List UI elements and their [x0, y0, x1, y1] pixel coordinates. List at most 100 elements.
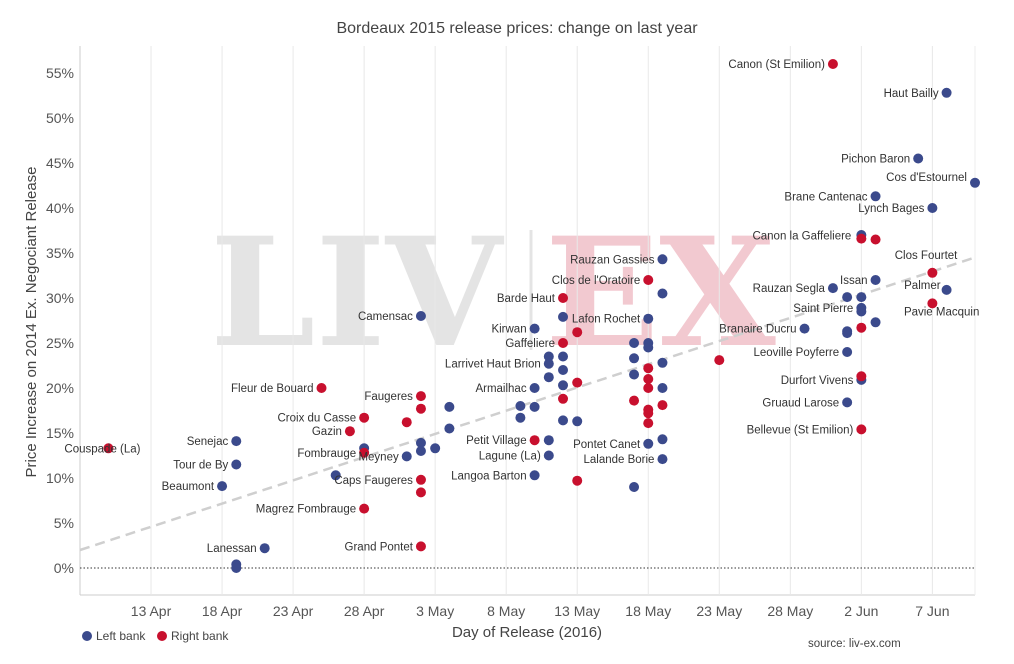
legend-left-bank-label: Left bank: [96, 629, 146, 643]
point-label: Clos Fourtet: [895, 250, 958, 262]
left-bank-point: [572, 416, 583, 427]
trend-line-group: [79, 256, 976, 552]
trend-line: [79, 256, 976, 552]
left-bank-point: [529, 383, 540, 393]
watermark: LIV EX: [210, 205, 776, 381]
left-bank-point: [842, 397, 853, 408]
left-bank-point: [415, 437, 426, 448]
legend-left-bank-marker: [82, 631, 92, 641]
right-bank-point: [714, 355, 725, 366]
right-bank-point: [558, 338, 569, 348]
chart-title: Bordeaux 2015 release prices: change on …: [336, 20, 698, 37]
left-bank-point: [543, 358, 554, 369]
point-label: Larrivet Haut Brion: [445, 359, 541, 371]
point-label: Gruaud Larose: [762, 397, 839, 409]
point-label: Meyney: [358, 451, 399, 463]
point-label: Canon la Gaffeliere: [752, 231, 851, 243]
legend: Left bank Right bank: [82, 629, 229, 643]
right-bank-point: [643, 418, 654, 429]
point-label: Croix du Casse: [278, 413, 357, 425]
point-label: Armailhac: [475, 383, 526, 395]
right-bank-point: [401, 417, 412, 428]
right-bank-point: [415, 474, 426, 485]
y-tick-label: 55%: [46, 65, 74, 81]
right-bank-point: [643, 374, 654, 384]
left-bank-point: [827, 283, 838, 294]
point-label: Brane Cantenac: [784, 191, 867, 203]
point-label: Couspade (La): [64, 443, 140, 455]
right-bank-point: [856, 371, 867, 382]
x-tick-label: 7 Jun: [915, 603, 949, 619]
left-bank-point: [231, 459, 242, 470]
left-bank-point: [529, 401, 540, 412]
point-label: Langoa Barton: [451, 470, 526, 482]
right-bank-point: [344, 426, 355, 437]
left-bank-point: [657, 454, 668, 465]
left-bank-point: [231, 563, 242, 573]
y-tick-label: 5%: [54, 515, 74, 531]
point-label: Leoville Poyferre: [753, 347, 839, 359]
x-tick-label: 8 May: [487, 603, 525, 619]
y-tick-label: 30%: [46, 290, 74, 306]
point-label: Pavie Macquin: [904, 306, 979, 318]
right-bank-point: [415, 541, 426, 552]
point-label: Rauzan Segla: [753, 283, 826, 295]
left-bank-point: [870, 191, 881, 202]
left-bank-point: [657, 254, 668, 265]
left-bank-point: [543, 351, 554, 362]
x-tick-label: 18 May: [625, 603, 671, 619]
x-axis-ticks: 13 Apr 18 Apr 23 Apr 28 Apr 3 May 8 May 13 May…: [131, 603, 950, 619]
point-label: Magrez Fombrauge: [256, 504, 356, 516]
point-label: Camensac: [358, 311, 413, 323]
point-label: Cos d'Estournel: [886, 172, 967, 184]
point-label: Lafon Rochet: [572, 314, 641, 326]
right-bank-point: [643, 383, 654, 393]
x-tick-label: 28 Apr: [344, 603, 385, 619]
left-bank-point: [558, 380, 569, 391]
point-label: Gazin: [312, 426, 342, 438]
left-bank-point: [515, 401, 526, 411]
right-bank-point: [558, 293, 569, 303]
point-label: Gaffeliere: [505, 338, 555, 350]
x-axis-title: Day of Release (2016): [452, 624, 602, 641]
point-label: Tour de By: [173, 460, 228, 472]
point-label: Branaire Ducru: [719, 324, 796, 336]
left-bank-point: [415, 311, 426, 321]
y-axis-title: Price Increase on 2014 Ex. Negociant Rel…: [23, 166, 40, 477]
right-bank-point: [856, 233, 867, 244]
grid: [150, 46, 933, 595]
point-label: Lanessan: [207, 543, 257, 555]
right-bank-point: [657, 400, 668, 411]
point-label: Bellevue (St Emilion): [747, 424, 854, 436]
left-bank-point: [629, 338, 640, 348]
left-bank-point: [444, 401, 455, 412]
left-bank-point: [799, 323, 810, 334]
point-label: Caps Faugeres: [334, 475, 413, 487]
x-tick-label: 23 May: [696, 603, 742, 619]
point-label: Petit Village: [466, 435, 527, 447]
right-bank-point: [415, 487, 426, 498]
right-bank-point: [870, 234, 881, 245]
point-label: Lagune (La): [479, 451, 541, 463]
left-bank-point: [941, 284, 952, 295]
y-tick-label: 0%: [54, 560, 74, 576]
right-bank-point: [415, 403, 426, 414]
right-bank-point: [359, 503, 370, 514]
left-bank-point: [330, 470, 341, 481]
point-label: Beaumont: [162, 481, 215, 493]
left-bank-point: [543, 450, 554, 461]
point-label: Issan: [840, 275, 868, 287]
data-labels: Haut Bailly Pichon Baron Cos d'Estournel Br…: [64, 59, 979, 555]
point-label: Fombrauge: [297, 448, 356, 460]
y-tick-label: 40%: [46, 200, 74, 216]
right-bank-point: [856, 322, 867, 333]
y-axis-ticks: 0% 5% 10% 15% 20% 25% 30% 35% 40% 45% 50% 55%: [46, 65, 74, 576]
left-bank-point: [643, 342, 654, 353]
left-bank-point: [657, 357, 668, 368]
x-tick-label: 13 Apr: [131, 603, 172, 619]
left-bank-point: [856, 306, 867, 317]
point-label: Pichon Baron: [841, 154, 910, 166]
left-bank-point: [842, 328, 853, 339]
left-bank-point: [657, 383, 668, 393]
y-tick-label: 20%: [46, 380, 74, 396]
